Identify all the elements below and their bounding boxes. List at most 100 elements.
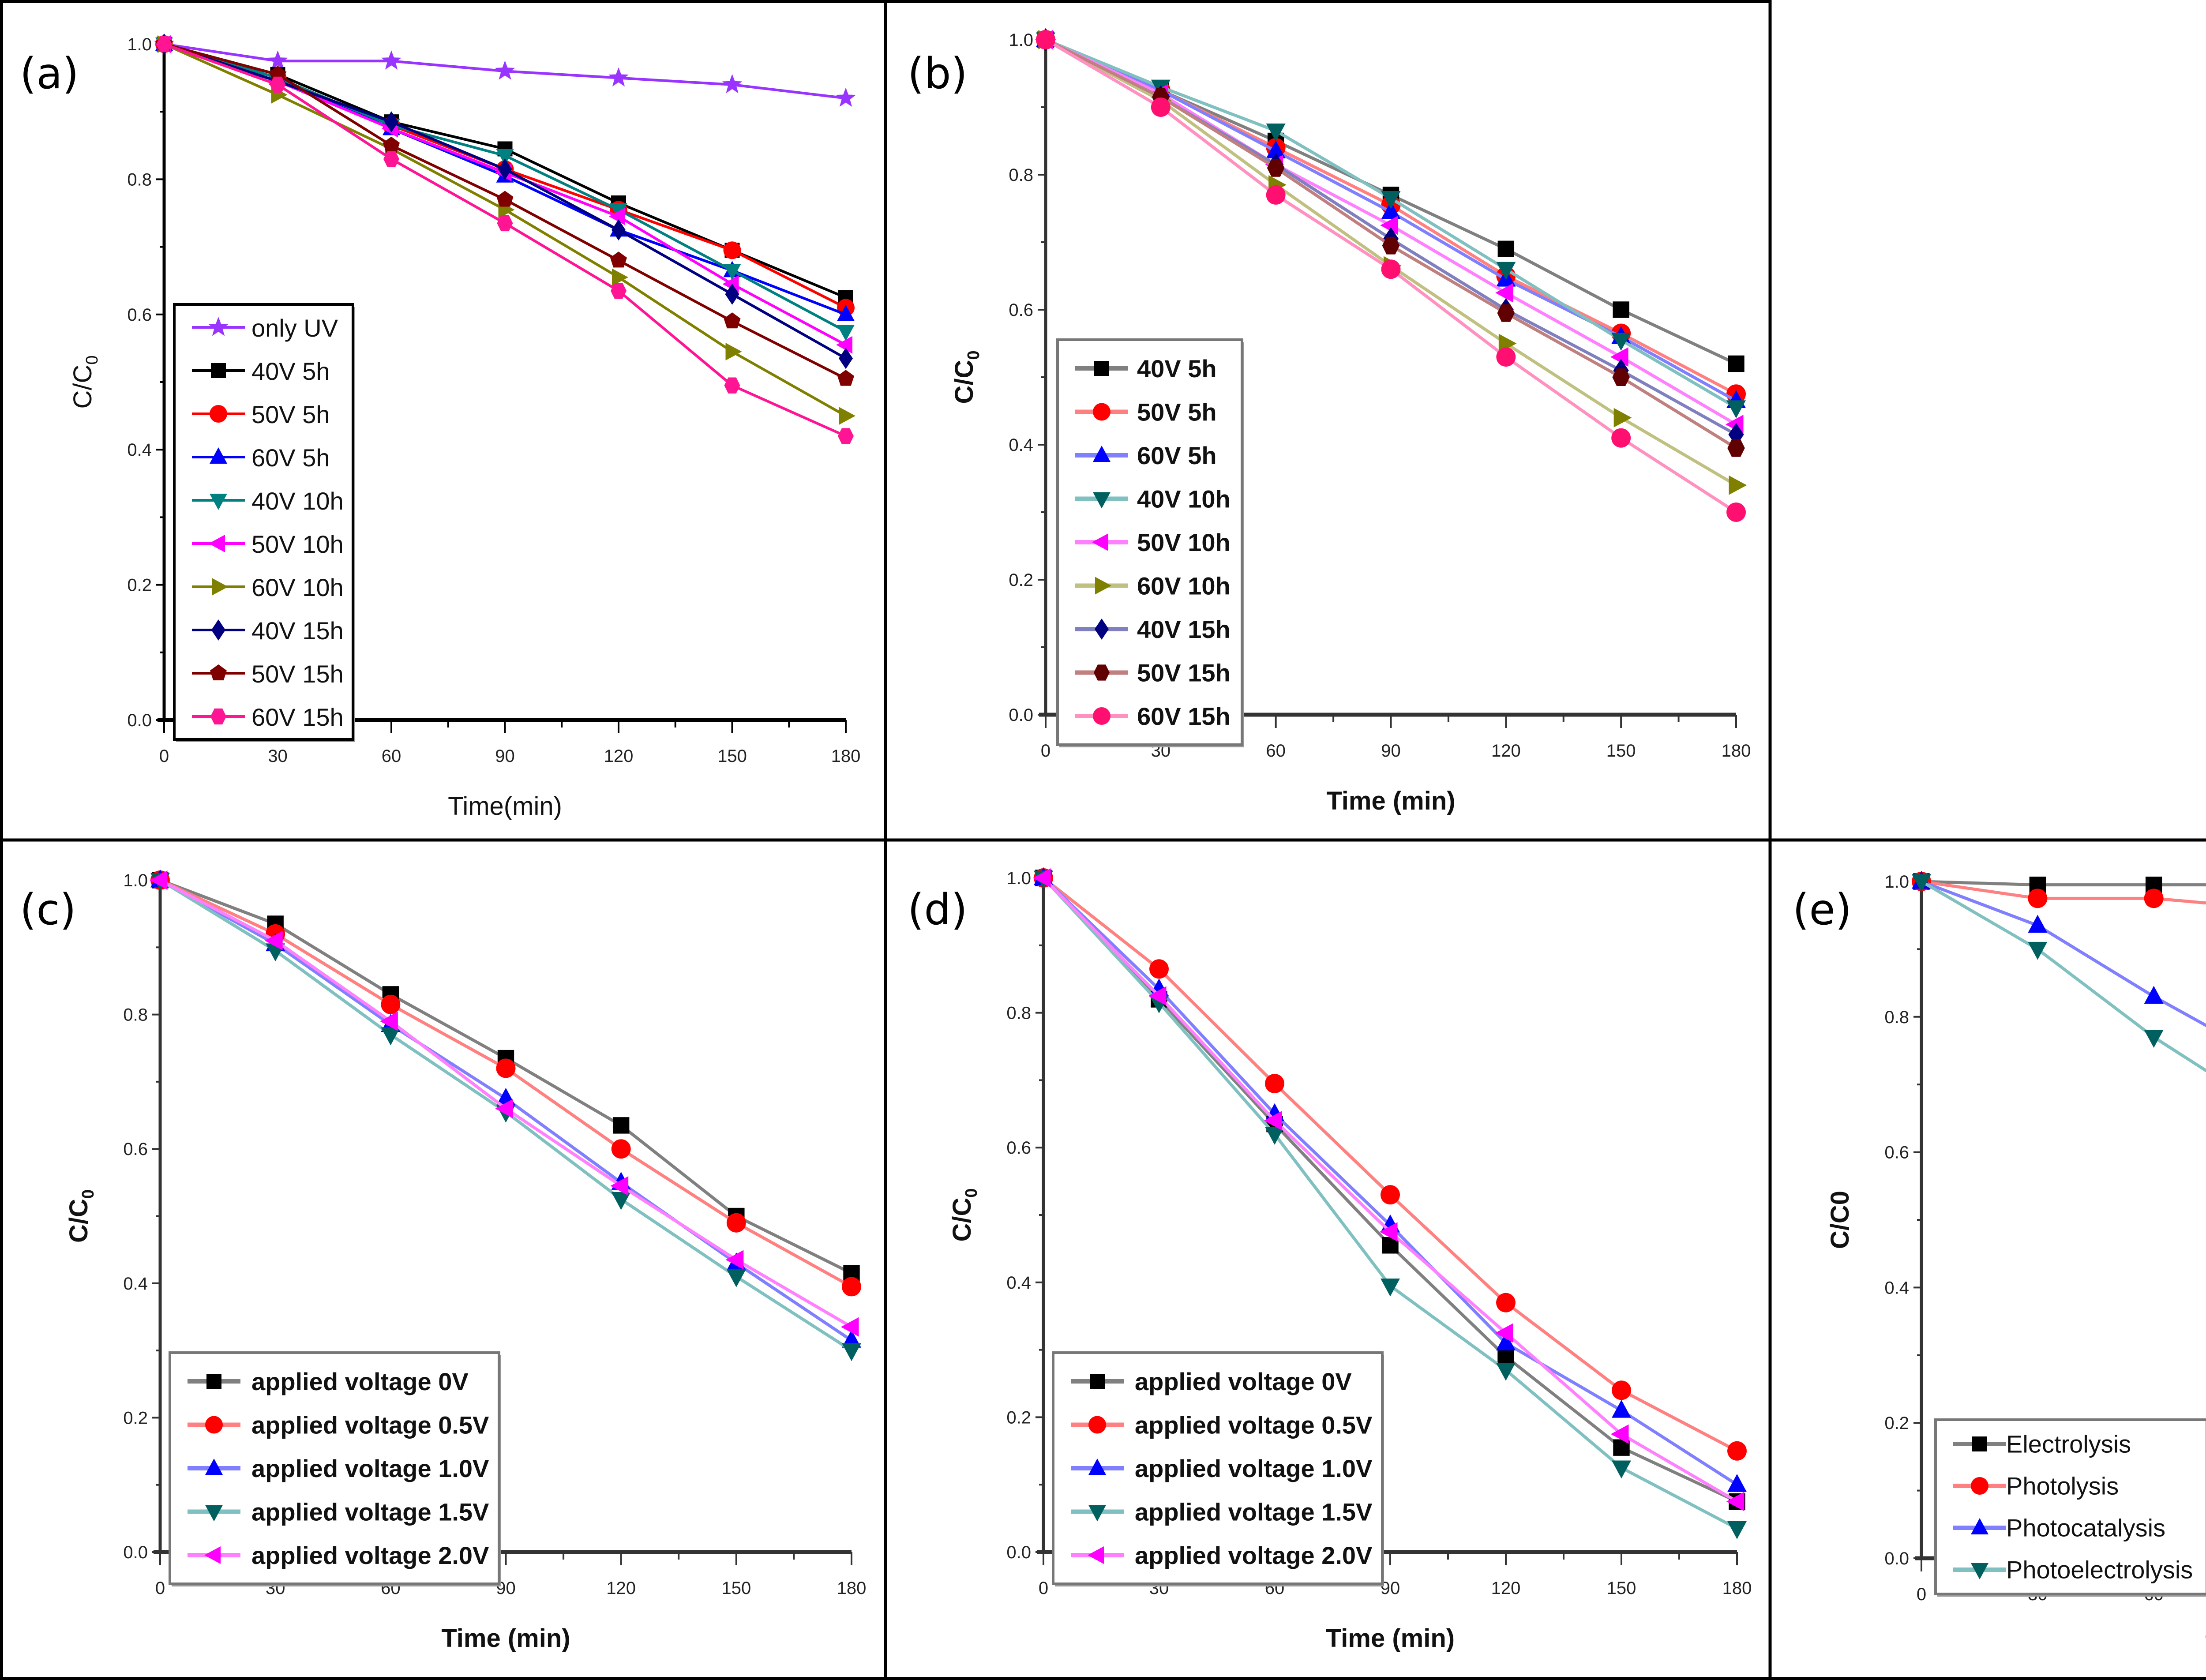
legend-label: applied voltage 1.5V [1135,1498,1372,1526]
chart-panel-c: (c)0 30 60 90 120 150 1800.00.20.40.60.81.0Tim… [20,869,867,1653]
data-point [1612,1380,1631,1400]
series-60v-15h [1036,30,1746,522]
x-tick-label: 0 [1039,1579,1048,1598]
legend-marker-icon [204,1546,221,1564]
data-point [267,50,288,70]
legend-marker-icon [1093,403,1111,421]
data-point [609,207,625,225]
data-point [2028,889,2048,908]
chart-panel-e: (e)03060901201501800.00.20.40.60.81.0Tim… [1793,870,2206,1659]
data-point [1727,1441,1747,1461]
legend-label: 40V 10h [251,487,344,515]
series-applied-voltage-2-0v [149,870,859,1337]
data-point [383,151,399,167]
legend-item: Photocatalysis [1953,1514,2165,1541]
legend-marker-icon [1093,492,1111,509]
x-axis-title: Time(min) [448,792,562,821]
data-point [842,1330,861,1348]
legend-label: applied voltage 1.0V [251,1455,489,1482]
legend-item: 40V 5h [192,357,330,385]
data-point [497,215,513,232]
legend-marker-icon [1095,619,1109,640]
series-line [1921,880,2206,1072]
y-axis-title: C/C0 [948,1188,981,1241]
data-point [381,994,401,1014]
x-tick-label: 120 [1491,741,1521,761]
legend-label: applied voltage 0V [251,1368,469,1395]
data-point [1148,986,1167,1006]
legend-marker-icon [206,1374,221,1389]
legend: 40V 5h 50V 5h 60V 5h 40V 10h 50V 10h 60V 10h 4… [1056,338,1244,747]
x-tick-label: 0 [1917,1585,1926,1604]
legend-item: 40V 10h [192,487,344,515]
y-tick-label: 0.8 [1009,165,1033,185]
data-point [264,931,283,951]
data-point [836,336,852,354]
legend-label: applied voltage 2.0V [1135,1541,1372,1569]
legend: only UV 40V 5h 50V 5h 60V 5h 40V 10h 50V 10h 6… [173,303,355,742]
data-point [1612,1399,1631,1418]
legend-item: applied voltage 1.0V [1071,1455,1372,1482]
data-point [381,1027,401,1046]
data-point [610,251,627,268]
y-tick-label: 1.0 [1009,30,1033,50]
data-point [1381,1185,1400,1205]
legend-item: Photolysis [1953,1472,2119,1500]
data-point [1265,1127,1284,1145]
data-point [836,87,856,107]
data-point [1912,874,1931,892]
y-tick-label: 0.4 [1009,435,1033,455]
legend-marker-icon [1088,1416,1106,1434]
data-point [149,870,168,890]
legend-marker-icon [1095,577,1111,595]
data-point [1381,259,1401,279]
data-point [611,282,627,299]
data-point [1266,185,1286,205]
data-point [495,1099,513,1118]
legend-item: applied voltage 0V [1071,1368,1352,1395]
data-point [842,1343,861,1361]
data-point [1726,400,1746,419]
legend-item: applied voltage 1.5V [188,1498,489,1526]
data-point [1495,1323,1513,1343]
series-electrolysis [1913,873,2206,893]
y-tick-label: 0.6 [1009,300,1033,320]
y-tick-label: 1.0 [1006,869,1031,888]
legend-label: 40V 5h [251,357,330,385]
y-tick-label: 1.0 [1884,872,1909,892]
legend-label: 60V 15h [1137,702,1231,730]
legend-marker-icon [210,664,227,681]
y-tick-label: 0.8 [123,1005,148,1025]
panel-label: (c) [20,885,76,934]
legend-item: applied voltage 0.5V [1071,1411,1372,1439]
legend-marker-icon [205,1416,223,1434]
legend-marker-icon [205,1459,223,1475]
data-point [1496,1332,1516,1350]
legend-item: 50V 10h [1075,529,1231,556]
data-point [496,191,514,207]
data-point [381,50,401,70]
legend-marker-icon [1088,1546,1104,1564]
y-tick-label: 0.2 [127,576,152,595]
y-tick-label: 0.8 [1006,1004,1031,1023]
data-point [837,304,855,321]
legend-marker-icon [205,1505,223,1522]
data-point [1729,475,1747,495]
panel-label: (e) [1793,885,1852,934]
legend-marker-icon [1088,1459,1106,1475]
data-point [1611,333,1631,351]
legend-label: Electrolysis [2006,1430,2131,1458]
data-point [2028,941,2048,960]
legend-label: 40V 15h [1137,615,1231,643]
data-point [1727,1474,1747,1492]
data-point [1496,1293,1516,1312]
legend-marker-icon [1971,1477,1988,1495]
data-point [608,67,629,87]
y-axis-title: C/C0 [68,355,101,409]
legend: Electrolysis Photolysis Photocatalysis Phot… [1934,1418,2206,1597]
x-tick-label: 180 [837,1579,867,1598]
legend-marker-icon [210,708,226,725]
legend-label: Photoelectrolysis [2006,1556,2193,1583]
x-tick-label: 90 [495,746,515,766]
